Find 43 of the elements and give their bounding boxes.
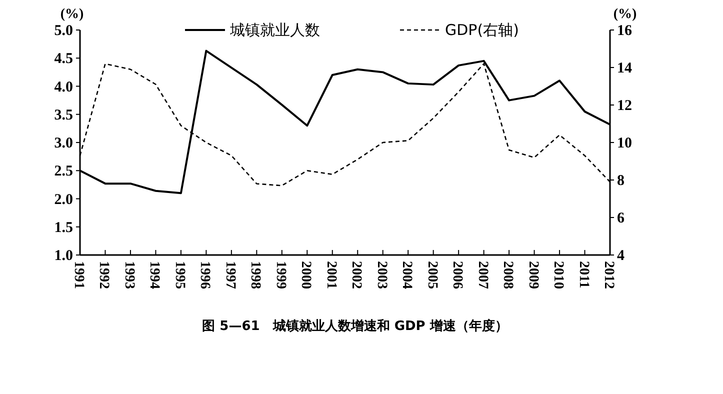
x-tick-label: 2010 bbox=[550, 261, 566, 289]
x-tick-label: 2009 bbox=[525, 261, 540, 289]
x-tick-label: 2004 bbox=[399, 261, 414, 289]
x-tick-label: 1998 bbox=[248, 261, 263, 289]
x-tick-label: 2008 bbox=[500, 261, 516, 289]
x-tick-label: 1993 bbox=[121, 261, 136, 289]
x-tick-label: 2005 bbox=[424, 261, 440, 289]
x-tick-label: 1997 bbox=[222, 261, 238, 289]
y-tick-label: 3.0 bbox=[54, 136, 73, 152]
y2-tick-label: 6 bbox=[617, 210, 625, 226]
x-tick-label: 2007 bbox=[474, 261, 490, 289]
y2-tick-label: 12 bbox=[617, 98, 632, 114]
x-tick-label: 2012 bbox=[601, 261, 616, 289]
legend-label: 城镇就业人数 bbox=[229, 21, 320, 39]
x-tick-label: 2002 bbox=[348, 261, 364, 289]
x-tick-label: 2006 bbox=[450, 261, 465, 289]
y-tick-label: 2.0 bbox=[54, 192, 73, 208]
x-tick-label: 1995 bbox=[172, 261, 187, 289]
y-tick-label: 5.0 bbox=[54, 23, 73, 39]
x-tick-label: 1996 bbox=[197, 261, 212, 289]
x-tick-label: 1999 bbox=[272, 261, 288, 289]
x-tick-label: 1992 bbox=[96, 261, 112, 289]
y-tick-label: 1.5 bbox=[54, 220, 73, 236]
legend-label: GDP(右轴) bbox=[445, 21, 519, 39]
x-tick-label: 2000 bbox=[298, 261, 314, 289]
y-tick-label: 1.0 bbox=[54, 248, 73, 264]
x-tick-label: 2003 bbox=[374, 261, 389, 289]
x-tick-label: 2011 bbox=[576, 261, 591, 288]
y-tick-label: 4.0 bbox=[54, 79, 73, 96]
y2-tick-label: 4 bbox=[617, 248, 625, 264]
y2-tick-label: 10 bbox=[617, 136, 632, 152]
text: 图 5—61 城镇就业人数增速和 GDP 增速（年度） bbox=[202, 318, 508, 334]
x-tick-label: 1994 bbox=[146, 261, 162, 289]
y-tick-label: 3.5 bbox=[54, 107, 73, 124]
y2-axis-title: (%) bbox=[613, 7, 637, 22]
y-axis-title: (%) bbox=[60, 7, 84, 22]
y-tick-label: 4.5 bbox=[54, 51, 73, 68]
y2-tick-label: 16 bbox=[617, 23, 632, 39]
y2-tick-label: 14 bbox=[617, 60, 632, 76]
x-tick-label: 2001 bbox=[323, 261, 338, 289]
x-tick-label: 1991 bbox=[71, 261, 86, 289]
y-tick-label: 2.5 bbox=[54, 164, 73, 180]
y2-tick-label: 8 bbox=[617, 173, 624, 189]
